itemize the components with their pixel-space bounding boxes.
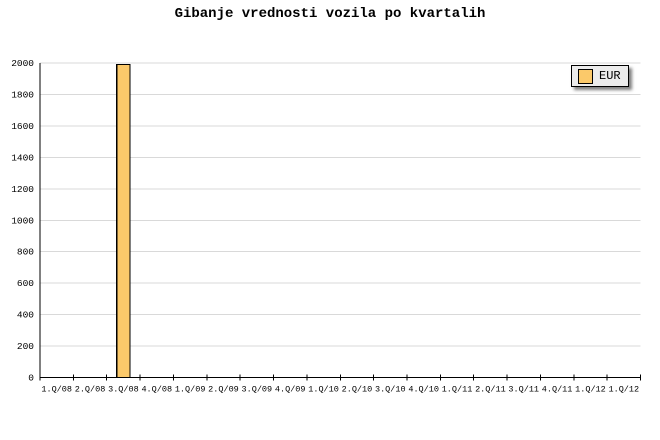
svg-text:1.Q/08: 1.Q/08 — [41, 385, 72, 395]
svg-text:2.Q/08: 2.Q/08 — [75, 385, 106, 395]
svg-text:4.Q/08: 4.Q/08 — [141, 385, 172, 395]
svg-text:1.Q/10: 1.Q/10 — [308, 385, 339, 395]
svg-text:3.Q/09: 3.Q/09 — [242, 385, 273, 395]
svg-text:400: 400 — [17, 310, 34, 321]
svg-text:2000: 2000 — [11, 58, 34, 69]
svg-text:3.Q/10: 3.Q/10 — [375, 385, 406, 395]
svg-text:200: 200 — [17, 341, 34, 352]
svg-text:1.Q/12: 1.Q/12 — [575, 385, 606, 395]
svg-text:1.Q/12: 1.Q/12 — [609, 385, 640, 395]
svg-text:1.Q/11: 1.Q/11 — [442, 385, 473, 395]
svg-text:4.Q/11: 4.Q/11 — [542, 385, 573, 395]
svg-text:3.Q/11: 3.Q/11 — [508, 385, 539, 395]
svg-text:1200: 1200 — [11, 184, 34, 195]
svg-text:1.Q/09: 1.Q/09 — [175, 385, 206, 395]
svg-text:2.Q/11: 2.Q/11 — [475, 385, 506, 395]
svg-text:800: 800 — [17, 247, 34, 258]
svg-text:1800: 1800 — [11, 89, 34, 100]
svg-text:4.Q/10: 4.Q/10 — [408, 385, 439, 395]
svg-text:4.Q/09: 4.Q/09 — [275, 385, 306, 395]
svg-text:3.Q/08: 3.Q/08 — [108, 385, 139, 395]
svg-text:2.Q/10: 2.Q/10 — [342, 385, 373, 395]
svg-text:0: 0 — [28, 373, 34, 384]
svg-text:1000: 1000 — [11, 215, 34, 226]
svg-text:600: 600 — [17, 278, 34, 289]
svg-text:2.Q/09: 2.Q/09 — [208, 385, 239, 395]
svg-text:1400: 1400 — [11, 152, 34, 163]
svg-text:1600: 1600 — [11, 121, 34, 132]
